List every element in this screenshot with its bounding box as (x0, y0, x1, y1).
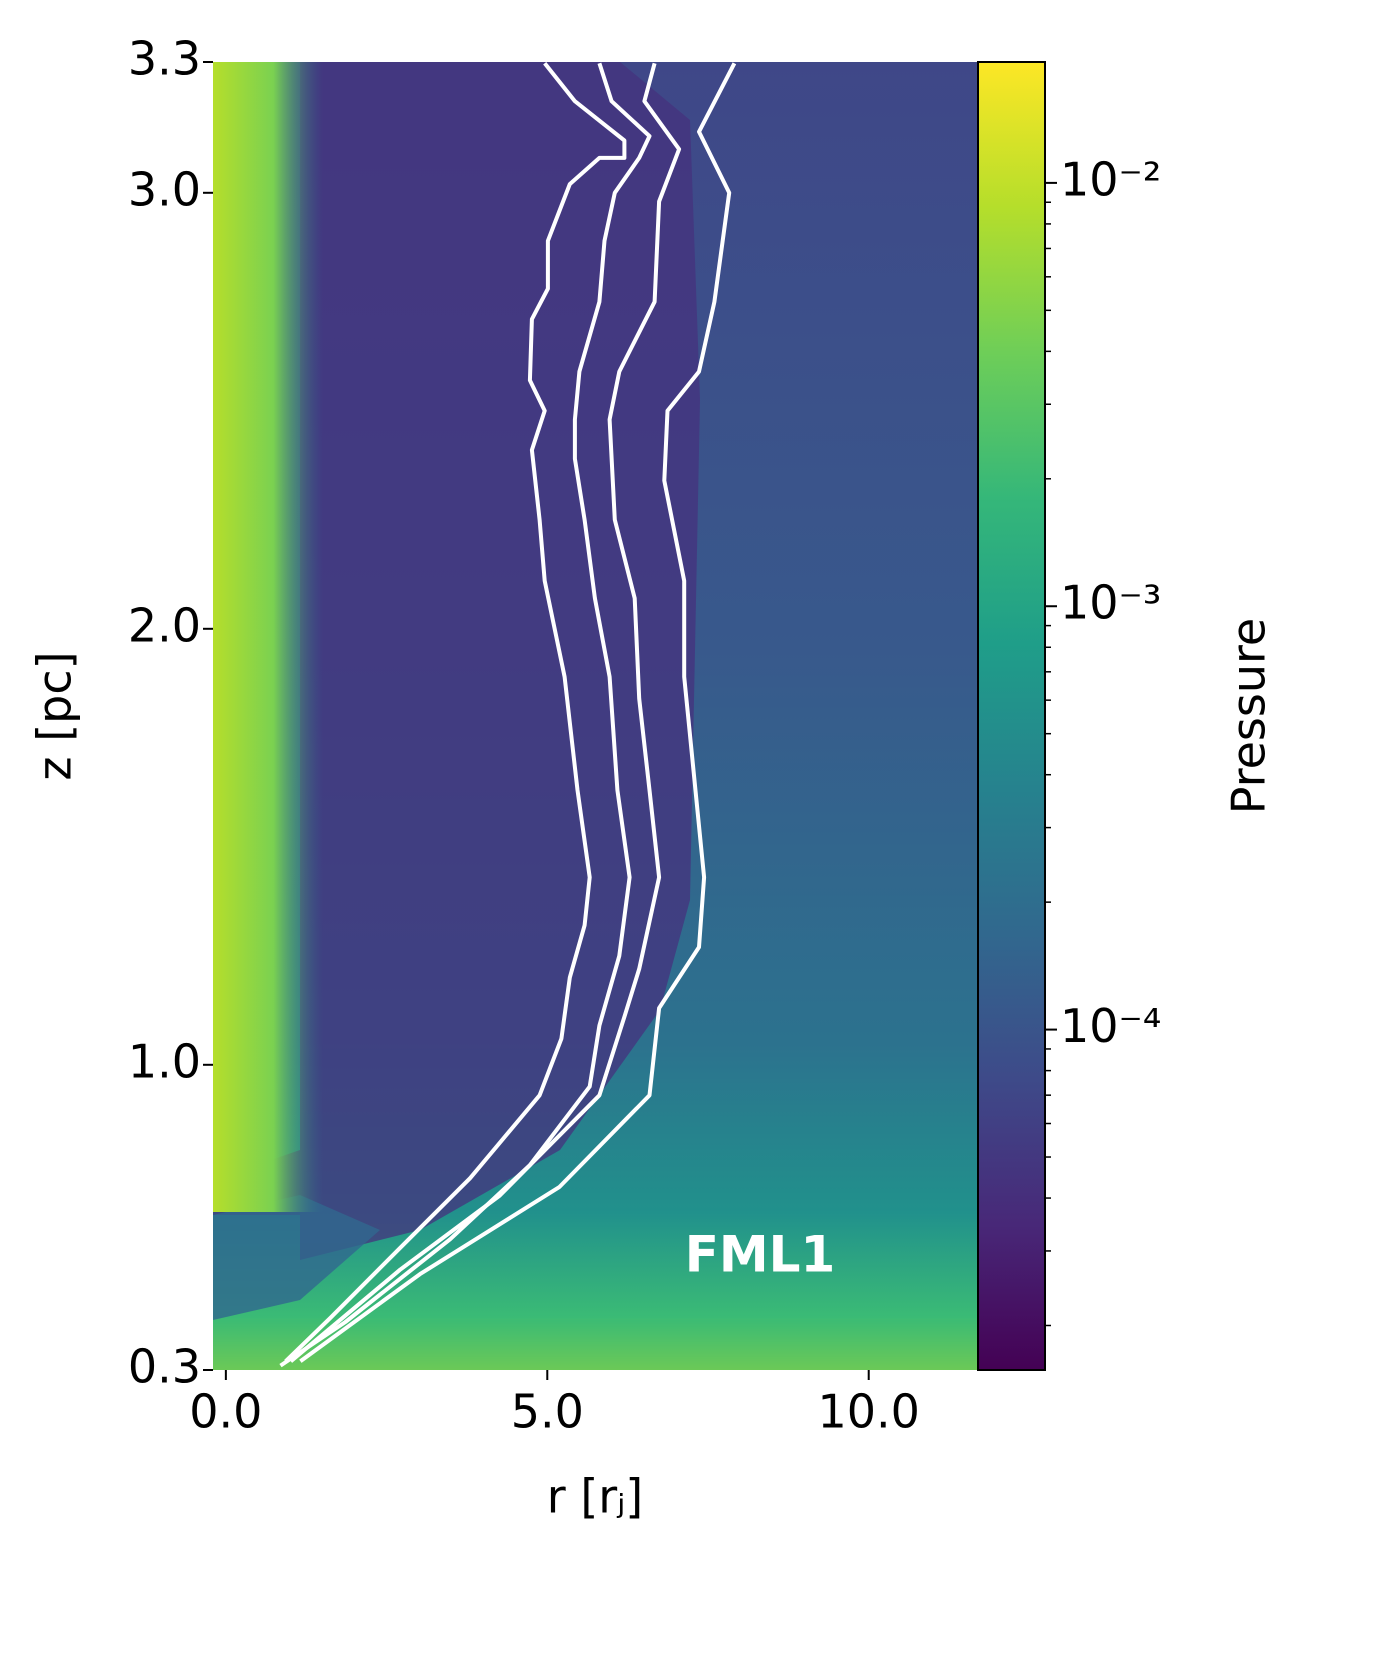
y-axis-label: z [pc] (28, 651, 82, 780)
y-tick-label: 2.0 (128, 598, 201, 652)
x-axis-label: r [rⱼ] (547, 1470, 643, 1524)
contour-line (289, 62, 682, 1363)
y-tick-label: 0.3 (128, 1340, 201, 1394)
y-tick-label: 1.0 (128, 1034, 201, 1088)
colorbar-tick-label: 10⁻² (1060, 152, 1161, 206)
pressure-field (213, 62, 978, 1370)
contour-line (279, 62, 652, 1368)
x-tick-label: 10.0 (818, 1385, 920, 1439)
contour-line (284, 62, 627, 1363)
colorbar-tick-label: 10⁻³ (1060, 576, 1161, 630)
contour-line (299, 62, 737, 1363)
y-tick-label: 3.0 (128, 162, 201, 216)
colorbar-tick-label: 10⁻⁴ (1060, 999, 1161, 1053)
annotation: FML1 (685, 1226, 836, 1284)
x-tick-label: 0.0 (189, 1385, 262, 1439)
y-tick-label: 3.3 (128, 32, 201, 86)
colorbar-label: Pressure (1222, 618, 1276, 814)
x-tick-label: 5.0 (511, 1385, 584, 1439)
colorbar (977, 61, 1046, 1371)
contours (279, 62, 737, 1368)
